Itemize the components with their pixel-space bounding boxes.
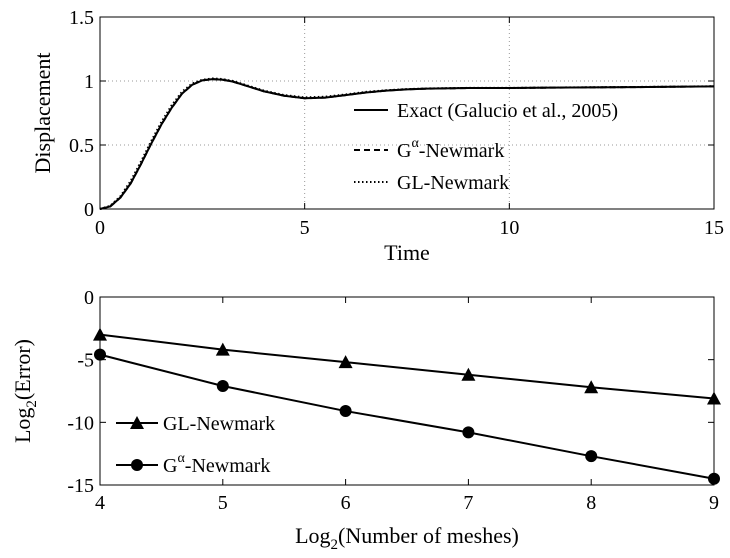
bottom-xtick-label: 4 <box>95 492 105 514</box>
top-ytick-label: 0.5 <box>69 135 94 157</box>
triangle-marker <box>338 355 353 369</box>
bottom-plot-frame <box>99 296 715 486</box>
top-plot-frame <box>99 16 715 210</box>
bottom-legend: GL-Newmark Gα-Newmark <box>116 413 275 477</box>
circle-marker <box>585 450 598 463</box>
legend-bottom-galpha-rest: -Newmark <box>185 455 271 477</box>
top-ytick-label: 1 <box>84 71 94 93</box>
circle-marker <box>462 426 475 439</box>
triangle-marker <box>461 367 476 381</box>
legend-label-exact: Exact (Galucio et al., 2005) <box>397 100 618 122</box>
bottom-ylabel-main: Log <box>10 408 35 443</box>
displacement-plot: 0 5 10 15 0 0.5 1 1.5 Time Displacement Exact (… <box>30 7 724 265</box>
bottom-xlabel-main: Log <box>295 523 330 548</box>
bottom-xtick-label: 5 <box>218 492 228 514</box>
top-ticks: 0 5 10 15 0 0.5 1 1.5 <box>69 7 724 239</box>
top-ytick-label: 0 <box>84 199 94 221</box>
legend-circle-marker <box>131 459 143 471</box>
legend-label-galpha: Gα-Newmark <box>397 136 504 162</box>
bottom-xtick-label: 6 <box>341 492 351 514</box>
bottom-ylabel-sub: 2 <box>24 400 40 408</box>
bottom-ticks: 4 5 6 7 8 9 -15 -10 -5 0 <box>67 287 719 514</box>
bottom-series-line-triangle <box>99 333 715 400</box>
top-ylabel: Displacement <box>30 53 55 174</box>
bottom-ytick-label: -5 <box>77 350 94 372</box>
top-xtick-label: 5 <box>300 217 310 239</box>
bottom-series-line-circle <box>99 353 715 480</box>
top-xtick-label: 10 <box>499 217 519 239</box>
top-grid <box>100 17 714 209</box>
legend-bottom-galpha-sup: α <box>177 451 185 466</box>
bottom-xlabel: Log2(Number of meshes) <box>295 523 519 553</box>
legend-label-bottom-galpha: Gα-Newmark <box>163 451 270 477</box>
legend-label-bottom-gl: GL-Newmark <box>163 413 275 435</box>
top-xlabel: Time <box>384 240 430 265</box>
circle-marker <box>339 405 352 418</box>
bottom-ylabel: Log2(Error) <box>10 339 40 443</box>
top-series-line-dotted <box>99 77 715 210</box>
top-xtick-label: 0 <box>95 217 105 239</box>
bottom-xlabel-rest: (Number of meshes) <box>338 523 519 548</box>
bottom-ylabel-rest: (Error) <box>10 339 35 400</box>
legend-galpha-sup: α <box>411 136 419 151</box>
bottom-xtick-label: 7 <box>463 492 473 514</box>
top-legend: Exact (Galucio et al., 2005) Gα-Newmark … <box>354 100 618 194</box>
top-xtick-label: 15 <box>704 217 724 239</box>
top-ytick-label: 1.5 <box>69 7 94 29</box>
bottom-xlabel-sub: 2 <box>331 537 339 553</box>
legend-galpha-rest: -Newmark <box>419 140 505 162</box>
triangle-marker <box>215 342 230 356</box>
bottom-ytick-label: -10 <box>67 412 94 434</box>
top-series-group <box>99 77 715 210</box>
bottom-xtick-label: 9 <box>709 492 719 514</box>
legend-triangle-marker <box>130 416 144 429</box>
legend-galpha-main: G <box>397 140 411 162</box>
bottom-xtick-label: 8 <box>586 492 596 514</box>
legend-bottom-galpha-main: G <box>163 455 177 477</box>
triangle-marker <box>584 380 599 394</box>
bottom-ytick-label: 0 <box>84 287 94 309</box>
circle-marker <box>216 379 229 392</box>
error-plot: 4 5 6 7 8 9-15-10-50 Log2(Number of meshes) L… <box>10 287 721 553</box>
legend-label-gl: GL-Newmark <box>397 172 509 194</box>
bottom-ytick-label: -15 <box>67 475 94 497</box>
